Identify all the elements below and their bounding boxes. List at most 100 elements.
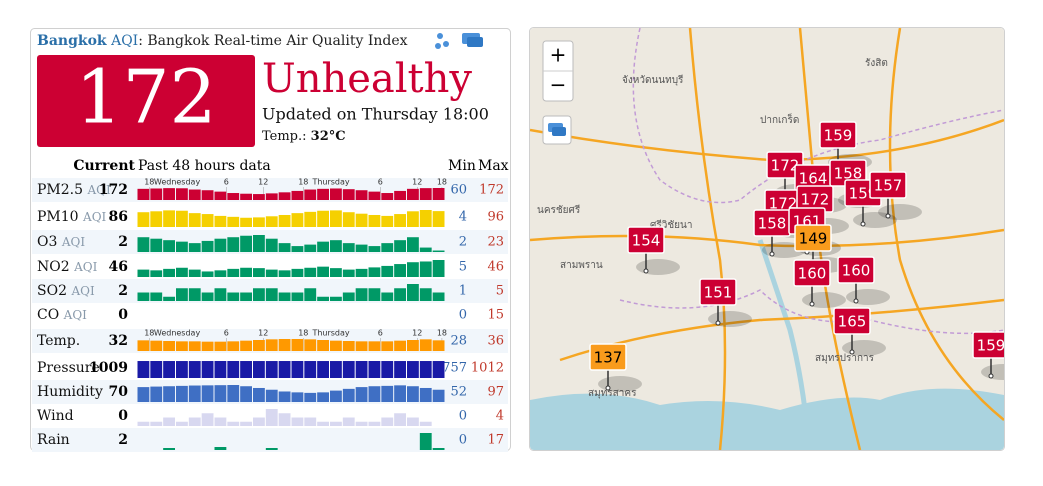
station-marker[interactable]: 157 bbox=[869, 171, 922, 220]
history-bar bbox=[278, 243, 291, 252]
history-bar bbox=[163, 386, 175, 402]
place-label: รังสิต bbox=[865, 58, 888, 69]
history-bar bbox=[419, 433, 432, 450]
history-bar bbox=[342, 269, 355, 277]
history-bar bbox=[368, 341, 381, 351]
history-bar bbox=[150, 292, 163, 301]
row-label: O3 bbox=[37, 234, 57, 250]
history-bar bbox=[150, 270, 163, 277]
history-bar bbox=[278, 339, 291, 351]
history-bar bbox=[304, 267, 317, 277]
city-link[interactable]: Bangkok bbox=[37, 33, 107, 49]
history-bar bbox=[253, 340, 265, 351]
time-label: 6 bbox=[378, 329, 383, 338]
history-bar bbox=[394, 340, 406, 351]
history-bar bbox=[214, 238, 227, 252]
history-bar bbox=[419, 361, 432, 378]
history-bar bbox=[330, 421, 342, 426]
history-bar bbox=[304, 288, 317, 301]
row-max: 36 bbox=[487, 334, 504, 349]
station-pin-end bbox=[715, 320, 721, 326]
history-bar bbox=[368, 421, 381, 426]
zoom-in[interactable]: + bbox=[550, 43, 567, 67]
station-marker[interactable]: 160 bbox=[793, 259, 846, 308]
history-bar bbox=[201, 214, 214, 227]
row-label: PM2.5 bbox=[37, 182, 83, 198]
history-bar bbox=[265, 409, 278, 426]
history-bar bbox=[432, 260, 445, 277]
history-bar bbox=[163, 240, 175, 252]
history-bar bbox=[201, 240, 214, 252]
station-box bbox=[793, 259, 831, 287]
history-bar bbox=[265, 448, 278, 450]
history-bar bbox=[368, 246, 381, 252]
station-value: 151 bbox=[704, 284, 733, 302]
history-bar bbox=[394, 413, 406, 426]
history-bar bbox=[394, 361, 406, 378]
history-bar bbox=[240, 193, 252, 200]
history-bar bbox=[381, 417, 394, 426]
history-bar bbox=[304, 189, 317, 200]
history-bar bbox=[265, 269, 278, 277]
history-bar bbox=[240, 235, 252, 252]
row-min: 757 bbox=[442, 361, 467, 376]
history-bar bbox=[227, 361, 240, 378]
station-marker[interactable]: 154 bbox=[627, 226, 680, 275]
share-icon[interactable] bbox=[435, 33, 449, 49]
history-bar bbox=[291, 190, 304, 200]
history-bar bbox=[394, 190, 406, 200]
station-pin-end bbox=[860, 221, 866, 227]
row-current: 0 bbox=[118, 408, 128, 424]
history-bar bbox=[407, 340, 419, 351]
history-bar bbox=[188, 341, 201, 351]
row-label: Temp. bbox=[37, 333, 80, 349]
history-bar bbox=[214, 191, 227, 200]
history-bar bbox=[394, 240, 406, 252]
zoom-out[interactable]: − bbox=[550, 73, 567, 97]
history-bar bbox=[214, 417, 227, 426]
row-name: Humidity bbox=[37, 384, 103, 400]
station-marker[interactable]: 165 bbox=[833, 307, 886, 356]
layers-icon[interactable] bbox=[462, 33, 483, 47]
history-bar bbox=[265, 193, 278, 200]
row-current: 86 bbox=[109, 209, 128, 225]
station-value: 159 bbox=[824, 127, 853, 145]
station-shadow bbox=[636, 259, 680, 275]
station-value: 149 bbox=[799, 230, 828, 248]
station-marker[interactable]: 160 bbox=[837, 256, 890, 305]
history-bar bbox=[381, 215, 394, 227]
history-bar bbox=[355, 213, 368, 227]
history-bar bbox=[342, 292, 355, 301]
station-box bbox=[837, 256, 875, 284]
history-bar bbox=[163, 361, 175, 378]
history-bar bbox=[419, 261, 432, 277]
row-name: NO2 AQI bbox=[37, 259, 98, 275]
history-bar bbox=[368, 386, 381, 402]
history-bar bbox=[330, 188, 342, 200]
station-value: 137 bbox=[594, 349, 623, 367]
row-name: PM10 AQI bbox=[37, 209, 107, 225]
history-bar bbox=[240, 361, 252, 378]
history-bar bbox=[188, 385, 201, 402]
history-bar bbox=[419, 421, 432, 426]
history-bar bbox=[381, 341, 394, 351]
station-marker[interactable]: 159 bbox=[972, 331, 1025, 380]
history-bar bbox=[394, 214, 406, 227]
row-current: 0 bbox=[118, 307, 128, 323]
station-marker[interactable]: 151 bbox=[699, 278, 752, 327]
history-bar bbox=[432, 340, 445, 351]
row-min: 60 bbox=[450, 183, 467, 198]
history-bar bbox=[368, 191, 381, 200]
time-label: 12 bbox=[412, 178, 422, 187]
history-bar bbox=[137, 188, 150, 200]
history-bar bbox=[240, 340, 252, 351]
history-bar bbox=[214, 341, 227, 351]
history-bar bbox=[163, 417, 175, 426]
station-shadow bbox=[878, 204, 922, 220]
row-label: CO bbox=[37, 307, 59, 323]
aqi-link[interactable]: AQI bbox=[110, 33, 138, 49]
station-marker[interactable]: 137 bbox=[589, 343, 642, 392]
history-bar bbox=[381, 385, 394, 402]
history-bar bbox=[227, 292, 240, 301]
